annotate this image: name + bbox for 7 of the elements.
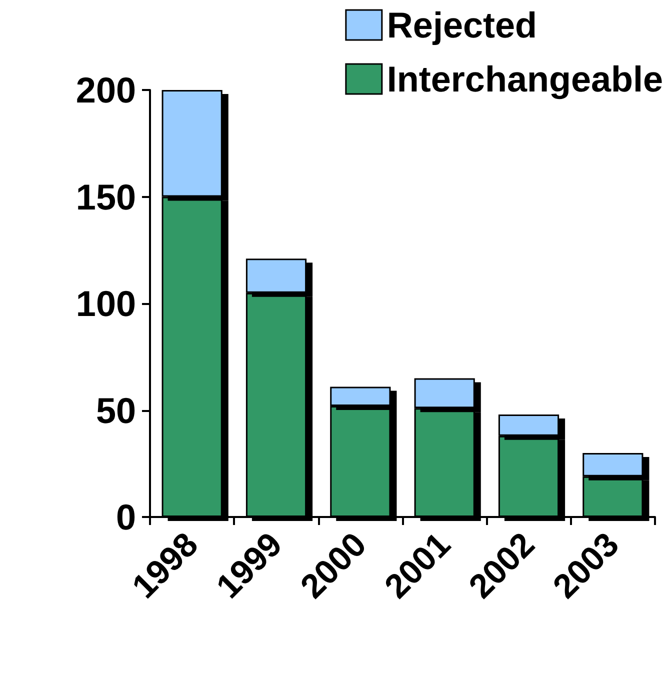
y-tick-label: 0 [116,496,136,538]
y-tick-label: 100 [76,283,136,324]
y-tick-label: 150 [76,176,136,218]
y-tick-label: 50 [96,390,136,431]
y-tick-label: 200 [76,70,136,110]
legend-label: Rejected [386,4,537,46]
legend-label: Interchangeable [386,58,664,100]
